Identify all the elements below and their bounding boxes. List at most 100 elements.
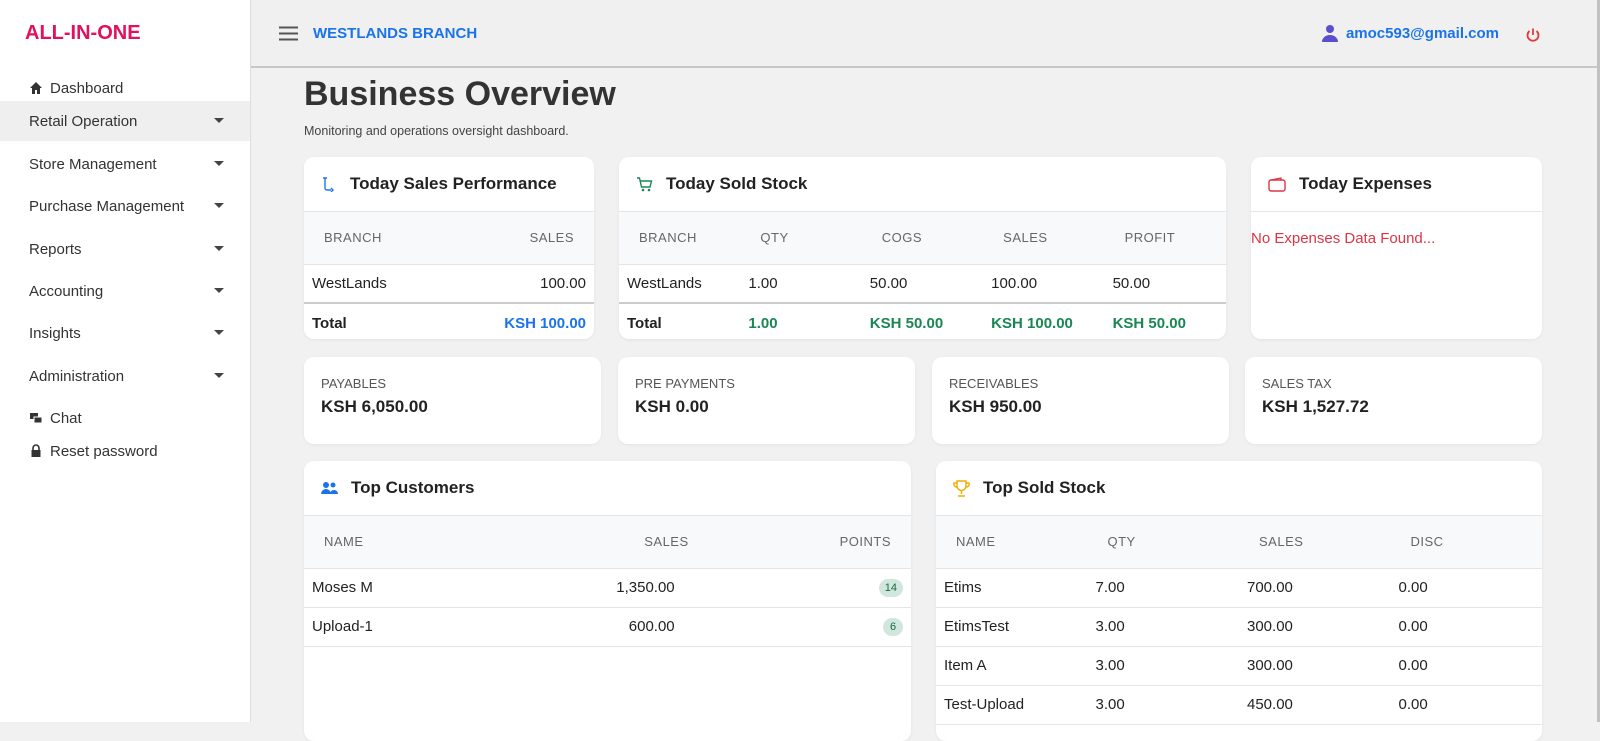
table-cell: 300.00: [1239, 607, 1391, 647]
header-row: BRANCH SALES: [304, 212, 594, 265]
menu-item[interactable]: Reset password: [0, 431, 250, 471]
menu-label: Reset password: [50, 442, 158, 460]
summary-card: PRE PAYMENTS KSH 0.00: [618, 357, 915, 444]
header-row: NAME SALES POINTS: [304, 516, 911, 569]
column-header: SALES: [983, 212, 1105, 265]
column-header: QTY: [740, 212, 862, 265]
menu-item[interactable]: Chat: [0, 398, 250, 438]
user-icon: [1322, 25, 1338, 42]
menu-label: Reports: [29, 240, 82, 258]
icon: [30, 82, 42, 94]
icon: [637, 177, 653, 192]
summary-value: KSH 0.00: [635, 397, 709, 416]
card-header: Today Sold Stock: [619, 157, 1226, 212]
sales-card: Today Sales Performance BRANCH SALES WestL…: [304, 157, 594, 339]
card-title: Today Sold Stock: [666, 174, 808, 193]
summary-value: KSH 1,527.72: [1262, 397, 1369, 416]
sold-stock-card: Today Sold Stock BRANCH QTY COGS SALES PROFI…: [619, 157, 1226, 339]
table-body: Moses M 1,350.00 14 Upload-1 600.00 6: [304, 568, 911, 647]
table-cell: 0.00: [1390, 646, 1542, 686]
summary-card: SALES TAX KSH 1,527.72: [1245, 357, 1542, 444]
table-cell: 14: [708, 568, 911, 608]
menu-item[interactable]: Store Management: [0, 144, 250, 184]
summary-label: RECEIVABLES: [949, 376, 1039, 391]
logout-button[interactable]: [1525, 27, 1541, 43]
table-cell: 6: [708, 607, 911, 647]
total-cell: KSH 50.00: [1104, 302, 1226, 339]
table-cell: 1,350.00: [506, 568, 709, 608]
brand[interactable]: ALL-IN-ONE: [25, 22, 141, 44]
user-email[interactable]: amoc593@gmail.com: [1345, 25, 1499, 42]
table-cell: 3.00: [1087, 607, 1239, 647]
table-cell: 50.00: [861, 264, 984, 304]
table-cell: Upload-1: [304, 607, 507, 647]
menu-label: Insights: [29, 324, 81, 342]
scrollbar[interactable]: [1597, 0, 1600, 722]
branch-name[interactable]: WESTLANDS BRANCH: [313, 25, 478, 42]
table-cell: EtimsTest: [936, 607, 1088, 647]
header-row: NAME QTY SALES DISC: [936, 516, 1542, 569]
column-header: COGS: [861, 212, 984, 265]
table-row: Etims 7.00 700.00 0.00: [936, 568, 1542, 608]
menu-label: Chat: [50, 409, 82, 427]
table-row: EtimsTest 3.00 300.00 0.00: [936, 607, 1542, 647]
table-wrap: NAME QTY SALES DISC Etims 7.00 700.00 0.00 Etims…: [936, 516, 1542, 725]
table-cell: 3.00: [1087, 646, 1239, 686]
top-bar: WESTLANDS BRANCH amoc593@gmail.com: [251, 0, 1597, 68]
table-cell: 0.00: [1390, 607, 1542, 647]
column-header: PROFIT: [1104, 212, 1226, 265]
table-wrap: BRANCH QTY COGS SALES PROFIT WestLands 1.00 50.…: [619, 212, 1226, 339]
menu-item[interactable]: Administration: [0, 356, 250, 396]
table-cell: 0.00: [1390, 685, 1542, 725]
page-subtitle: Monitoring and operations oversight dash…: [304, 124, 569, 138]
menu-item[interactable]: Dashboard: [0, 68, 250, 108]
table-row: Moses M 1,350.00 14: [304, 568, 911, 608]
table-body: Etims 7.00 700.00 0.00 EtimsTest 3.00 300.00 0.…: [936, 568, 1542, 725]
table-cell: Moses M: [304, 568, 507, 608]
card-header: Today Expenses: [1251, 157, 1542, 212]
menu-item[interactable]: Accounting: [0, 271, 250, 311]
table-cell: WestLands: [619, 264, 741, 304]
data-table: BRANCH QTY COGS SALES PROFIT WestLands 1.00 50.…: [619, 212, 1226, 339]
table-row: Test-Upload 3.00 450.00 0.00: [936, 685, 1542, 725]
total-cell: Total: [619, 302, 741, 339]
column-header: SALES: [449, 212, 594, 265]
card-title: Today Expenses: [1299, 174, 1432, 193]
menu-label: Retail Operation: [29, 112, 138, 130]
empty-message: No Expenses Data Found...: [1251, 230, 1436, 247]
table-cell: 450.00: [1239, 685, 1391, 725]
total-row: Total KSH 100.00: [304, 302, 594, 339]
menu-item[interactable]: Reports: [0, 229, 250, 269]
table-head: NAME SALES POINTS: [304, 516, 911, 569]
table-cell: 3.00: [1087, 685, 1239, 725]
table-cell: 0.00: [1390, 568, 1542, 608]
total-cell: KSH 50.00: [861, 302, 984, 339]
summary-value: KSH 950.00: [949, 397, 1042, 416]
menu-label: Dashboard: [50, 79, 124, 97]
total-cell: KSH 100.00: [449, 302, 594, 339]
table-head: NAME QTY SALES DISC: [936, 516, 1542, 569]
summary-label: SALES TAX: [1262, 376, 1332, 391]
icon: [323, 177, 334, 192]
summary-label: PAYABLES: [321, 376, 387, 391]
menu-item[interactable]: Retail Operation: [0, 101, 250, 141]
column-header: NAME: [936, 516, 1088, 569]
icon: [321, 482, 338, 494]
table-body: WestLands 100.00 Total KSH 100.00: [304, 264, 594, 339]
table-wrap: NAME SALES POINTS Moses M 1,350.00 14 Upload-1…: [304, 516, 911, 647]
data-table: BRANCH SALES WestLands 100.00 Total KSH 100.0…: [304, 212, 594, 339]
menu-toggle[interactable]: [279, 26, 298, 41]
summary-card: RECEIVABLES KSH 950.00: [932, 357, 1229, 444]
icon: [953, 479, 970, 497]
menu-label: Accounting: [29, 282, 104, 300]
data-table: NAME SALES POINTS Moses M 1,350.00 14 Upload-1…: [304, 516, 911, 647]
column-header: QTY: [1087, 516, 1239, 569]
table-row: WestLands 100.00: [304, 264, 594, 304]
header-row: BRANCH QTY COGS SALES PROFIT: [619, 212, 1226, 265]
card-header: Top Customers: [304, 461, 911, 516]
menu-item[interactable]: Insights: [0, 313, 250, 353]
card-header: Top Sold Stock: [936, 461, 1542, 516]
menu-item[interactable]: Purchase Management: [0, 186, 250, 226]
column-header: SALES: [506, 516, 709, 569]
points-badge: 6: [883, 618, 903, 636]
